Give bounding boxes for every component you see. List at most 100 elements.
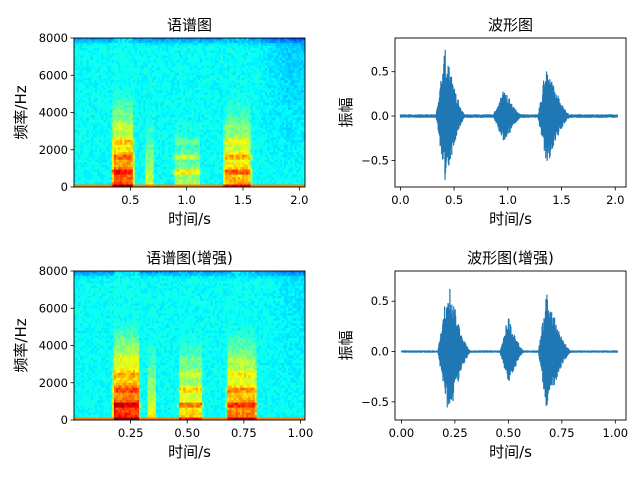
spectrogram-cell — [237, 117, 241, 121]
spectrogram-cell — [130, 52, 134, 56]
spectrogram-cell — [210, 127, 213, 131]
spectrogram-cell — [185, 154, 188, 158]
spectrogram-cell — [187, 85, 190, 89]
spectrogram-cell — [172, 65, 176, 69]
spectrogram-cell — [176, 147, 180, 151]
spectrogram-cell — [225, 77, 228, 81]
spectrogram-cell — [153, 117, 157, 121]
spectrogram-cell — [107, 77, 111, 81]
spectrogram-cell — [139, 172, 142, 175]
spectrogram-cell — [158, 97, 161, 101]
spectrogram-cell — [134, 157, 138, 161]
spectrogram-cell — [197, 157, 201, 161]
spectrogram-cell — [216, 45, 220, 49]
spectrogram-cell — [151, 132, 155, 136]
spectrogram-cell — [172, 124, 176, 128]
spectrogram-cell — [124, 38, 127, 41]
spectrogram-cell — [84, 112, 87, 116]
spectrogram-cell — [214, 144, 218, 148]
spectrogram-cell — [191, 65, 195, 69]
spectrogram-cell — [122, 42, 125, 46]
spectrogram-cell — [76, 50, 79, 54]
spectrogram-cell — [113, 92, 117, 96]
spectrogram-cell — [80, 82, 83, 86]
spectrogram-cell — [99, 149, 102, 153]
spectrogram-cell — [74, 169, 77, 173]
spectrogram-cell — [90, 50, 94, 54]
spectrogram-cell — [193, 100, 197, 103]
spectrogram-cell — [227, 85, 230, 89]
spectrogram-cell — [229, 129, 232, 133]
spectrogram-cell — [231, 172, 234, 175]
spectrogram-cell — [202, 70, 205, 74]
spectrogram-cell — [166, 114, 169, 118]
spectrogram-cell — [147, 169, 150, 173]
spectrogram-cell — [116, 124, 119, 128]
spectrogram-cell — [78, 134, 81, 138]
spectrogram-cell — [95, 179, 98, 183]
spectrogram-cell — [97, 55, 100, 59]
spectrogram-cell — [221, 174, 224, 178]
spectrogram-cell — [193, 57, 197, 61]
spectrogram-cell — [139, 169, 142, 173]
spectrogram-cell — [92, 85, 96, 89]
spectrogram-cell — [86, 70, 90, 74]
spectrogram-cell — [124, 87, 127, 91]
spectrogram-cell — [179, 119, 182, 123]
spectrogram-cell — [103, 167, 106, 171]
spectrogram-cell — [208, 177, 211, 180]
spectrogram-cell — [95, 174, 98, 178]
spectrogram-cell — [141, 177, 144, 180]
spectrogram-cell — [160, 65, 163, 69]
spectrogram-cell — [239, 45, 243, 49]
spectrogram-cell — [248, 38, 251, 41]
spectrogram-cell — [237, 110, 241, 113]
spectrogram-cell — [99, 42, 102, 46]
spectrogram-cell — [216, 75, 220, 79]
spectrogram-cell — [200, 50, 203, 54]
spectrogram-cell — [130, 95, 134, 98]
spectrogram-cell — [189, 92, 192, 96]
spectrogram-cell — [195, 107, 199, 111]
spectrogram-cell — [170, 57, 174, 61]
spectrogram-cell — [149, 172, 153, 175]
spectrogram-cell — [218, 70, 222, 74]
spectrogram-cell — [158, 72, 161, 76]
spectrogram-cell — [116, 65, 119, 69]
spectrogram-cell — [74, 110, 77, 113]
spectrogram-cell — [145, 60, 148, 64]
spectrogram-cell — [113, 184, 117, 187]
spectrogram-cell — [155, 184, 159, 187]
spectrogram-cell — [244, 77, 247, 81]
spectrogram-cell — [193, 154, 197, 158]
spectrogram-cell — [221, 139, 224, 143]
spectrogram-cell — [95, 164, 98, 168]
spectrogram-cell — [168, 152, 171, 156]
spectrogram-cell — [149, 184, 153, 187]
spectrogram-cell — [118, 137, 121, 141]
spectrogram-cell — [237, 112, 241, 116]
spectrogram-cell — [95, 110, 98, 113]
spectrogram-cell — [239, 122, 243, 126]
spectrogram-cell — [212, 102, 216, 106]
spectrogram-cell — [166, 52, 169, 56]
spectrogram-cell — [227, 107, 230, 111]
spectrogram-cell — [183, 129, 186, 133]
spectrogram-cell — [206, 97, 209, 101]
spectrogram-cell — [216, 117, 220, 121]
spectrogram-cell — [193, 184, 197, 187]
spectrogram-cell — [153, 55, 157, 59]
spectrogram-cell — [216, 102, 220, 106]
spectrogram-cell — [231, 127, 234, 131]
spectrogram-cell — [113, 169, 117, 173]
spectrogram-cell — [151, 149, 155, 153]
spectrogram-cell — [151, 45, 155, 49]
spectrogram-cell — [113, 80, 117, 84]
spectrogram-cell — [191, 129, 195, 133]
spectrogram-cell — [168, 177, 171, 180]
spectrogram-cell — [193, 72, 197, 76]
spectrogram-cell — [141, 77, 144, 81]
spectrogram-cell — [168, 97, 171, 101]
spectrogram-cell — [172, 102, 176, 106]
spectrogram-cell — [179, 40, 182, 44]
